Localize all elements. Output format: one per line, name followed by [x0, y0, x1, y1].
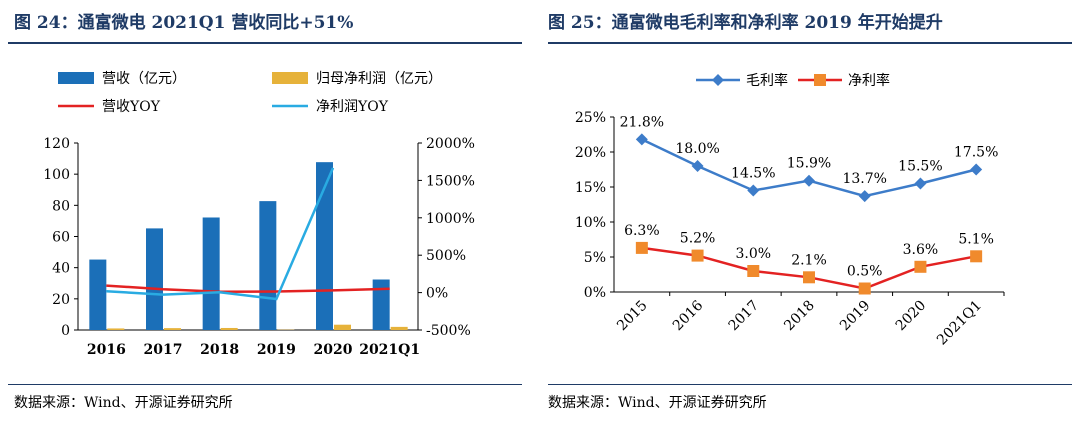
net-margin-point — [747, 265, 760, 277]
y-tick-label: 40 — [52, 261, 70, 277]
x-tick-label: 2016 — [87, 342, 126, 358]
net-margin-label: 3.6% — [903, 242, 939, 258]
legend-swatch-0 — [58, 72, 94, 84]
net-margin-point — [858, 282, 871, 295]
y2-tick-label: 0% — [426, 286, 448, 302]
gross-margin-label: 14.5% — [731, 166, 775, 182]
net-profit-bar — [334, 324, 351, 330]
x-tick-label: 2020 — [314, 342, 353, 358]
net-margin-label: 0.5% — [847, 264, 883, 280]
figure-25-title: 图 25：通富微电毛利率和净利率 2019 年开始提升 — [548, 13, 943, 33]
x-tick-label: 2020 — [893, 298, 930, 335]
revenue-bar — [259, 201, 277, 330]
net-margin-point — [691, 249, 704, 262]
y-tick-label: 25% — [575, 110, 606, 126]
gross-margin-point — [914, 177, 927, 190]
legend-label-1: 归母净利润（亿元） — [316, 70, 442, 87]
y-tick-label: 20% — [575, 145, 606, 161]
gross-margin-label: 18.0% — [675, 141, 719, 157]
legend-label-3: 净利润YOY — [316, 99, 389, 115]
revenue-bar — [146, 228, 163, 330]
gross-margin-point — [858, 190, 871, 203]
figure-24-source: 数据来源：Wind、开源证券研究所 — [14, 395, 233, 411]
gross-margin-point — [635, 133, 648, 146]
x-tick-label: 2017 — [144, 342, 183, 358]
figure-24-bottom-rule — [8, 384, 522, 385]
legend-label-gross: 毛利率 — [746, 72, 788, 89]
figure-24-panel: 图 24：通富微电 2021Q1 营收同比+51% 营收（亿元） 归母净利润（亿元… — [0, 0, 530, 428]
net-margin-label: 5.1% — [958, 231, 994, 247]
y2-tick-label: 500% — [426, 248, 466, 264]
net-profit-bar — [164, 328, 181, 330]
y-tick-label: 0% — [584, 285, 606, 301]
y2-tick-label: -500% — [426, 323, 471, 339]
y-tick-label: 10% — [575, 215, 606, 231]
gross-margin-label: 13.7% — [842, 171, 886, 187]
x-tick-label: 2018 — [200, 342, 239, 358]
revenue-bar — [316, 162, 333, 330]
margin-chart: 毛利率 净利率 0% 5% 10% 15% 20% 25% 2015 2016 2017 2018 20… — [575, 72, 1005, 349]
x-tick-label: 2017 — [726, 298, 763, 335]
net-margin-point — [914, 260, 927, 273]
legend-marker-gross — [712, 74, 724, 86]
legend-label-0: 营收（亿元） — [102, 71, 186, 87]
y-tick-label: 15% — [575, 180, 606, 196]
x-tick-label: 2019 — [257, 342, 296, 358]
net-profit-bar — [107, 328, 125, 330]
gross-margin-point — [803, 174, 815, 187]
net-margin-label: 6.3% — [624, 223, 660, 239]
net-profit-bar — [220, 327, 238, 330]
gross-margin-label: 15.9% — [787, 156, 831, 172]
x-tick-label: 2021Q1 — [359, 342, 420, 358]
figure-24-top-rule — [8, 42, 522, 44]
net-margin-point — [970, 250, 983, 263]
y-tick-label: 5% — [584, 250, 606, 266]
net-margin-label: 3.0% — [735, 246, 771, 262]
legend-marker-net — [814, 74, 826, 86]
figure-25-top-rule — [548, 42, 1072, 44]
y2-tick-label: 1500% — [426, 173, 475, 189]
revenue-bar — [89, 259, 107, 330]
gross-margin-label: 17.5% — [954, 145, 998, 161]
x-tick-label: 2021Q1 — [934, 298, 985, 349]
gross-margin-label: 21.8% — [620, 114, 664, 130]
revenue-yoy-line — [106, 284, 390, 294]
net-margin-point — [803, 271, 815, 284]
net-margin-point — [635, 241, 648, 254]
net-profit-yoy-line — [106, 167, 335, 301]
x-tick-label: 2015 — [614, 298, 651, 335]
y-tick-label: 60 — [52, 230, 70, 246]
gross-margin-point — [970, 163, 983, 176]
x-tick-label: 2018 — [781, 298, 818, 335]
figure-25-panel: 图 25：通富微电毛利率和净利率 2019 年开始提升 毛利率 净利率 0% 5% 10… — [540, 0, 1080, 428]
y-tick-label: 0 — [61, 323, 70, 339]
revenue-profit-chart: 营收（亿元） 归母净利润（亿元） 营收YOY 净利润YOY 0 20 40 60 80 100 12… — [43, 70, 475, 358]
revenue-bar — [202, 217, 220, 330]
y-tick-label: 100 — [43, 167, 70, 183]
x-tick-label: 2019 — [837, 298, 874, 335]
figure-25-bottom-rule — [548, 384, 1072, 385]
legend-label-2: 营收YOY — [102, 99, 161, 115]
y-tick-label: 80 — [52, 198, 70, 214]
gross-margin-label: 15.5% — [898, 159, 942, 175]
net-margin-label: 2.1% — [791, 252, 827, 268]
revenue-bar — [372, 279, 390, 330]
legend-label-net: 净利率 — [848, 72, 890, 89]
y-tick-label: 20 — [52, 292, 70, 308]
y2-tick-label: 2000% — [426, 136, 475, 152]
gross-margin-point — [747, 184, 760, 197]
net-margin-label: 5.2% — [680, 231, 716, 247]
gross-margin-point — [691, 160, 704, 172]
figure-24-title: 图 24：通富微电 2021Q1 营收同比+51% — [14, 13, 354, 33]
y2-tick-label: 1000% — [426, 211, 475, 227]
net-profit-bar — [390, 326, 408, 330]
figure-25-source: 数据来源：Wind、开源证券研究所 — [548, 395, 767, 411]
y-tick-label: 120 — [43, 136, 70, 152]
legend-swatch-1 — [272, 72, 308, 84]
x-tick-label: 2016 — [670, 297, 707, 334]
